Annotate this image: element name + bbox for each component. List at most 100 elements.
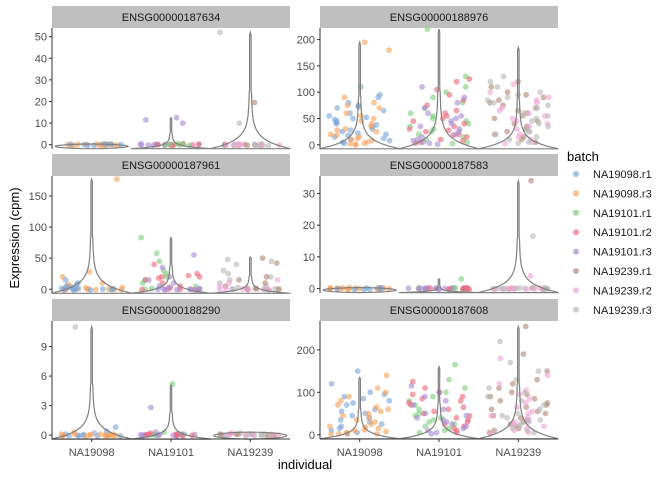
facet-strip-title: ENSG00000187634	[122, 12, 220, 24]
data-point	[427, 285, 433, 291]
data-point	[347, 127, 354, 133]
data-point	[84, 142, 91, 149]
y-tick-label: 0	[41, 430, 47, 442]
data-point	[91, 142, 97, 149]
data-point	[385, 406, 391, 413]
data-point	[541, 423, 547, 430]
data-point	[466, 76, 473, 82]
data-point	[368, 123, 374, 130]
x-tick-label: NA19098	[337, 447, 383, 459]
data-point	[525, 128, 532, 135]
data-point	[448, 120, 455, 127]
facet-strip-title: ENSG00000188976	[390, 12, 488, 24]
data-point	[342, 126, 349, 132]
data-point	[386, 137, 393, 144]
data-point	[540, 94, 547, 101]
data-point	[366, 414, 373, 421]
data-point	[343, 402, 350, 408]
legend-item: NA19239.r1	[573, 266, 652, 278]
data-point	[360, 395, 367, 402]
data-point	[380, 107, 387, 114]
facet-panel: ENSG00000188290 0 3 6 9 NA19098 NA19101 NA19239	[41, 299, 290, 459]
data-point	[460, 404, 467, 411]
data-point	[415, 286, 422, 292]
data-point	[335, 402, 341, 408]
facet-panel: ENSG00000187634 0 10 20 30 40 50	[35, 6, 291, 152]
data-point	[525, 419, 532, 425]
data-point	[145, 142, 152, 148]
facet-panel: ENSG00000187961 0 50 100 150	[29, 154, 291, 296]
data-point	[148, 404, 154, 411]
data-point	[430, 417, 437, 423]
legend-item: NA19239.r2	[573, 285, 652, 297]
violin-NA19101	[130, 383, 212, 440]
data-point	[236, 120, 243, 126]
data-point	[375, 94, 382, 101]
data-point	[346, 393, 352, 400]
data-point	[354, 368, 361, 374]
data-point	[462, 385, 468, 391]
data-point	[340, 412, 346, 419]
data-point	[499, 412, 506, 419]
violin-NA19239	[478, 324, 559, 440]
data-point	[527, 273, 534, 279]
data-point	[341, 393, 348, 400]
data-point	[72, 324, 79, 330]
legend-swatch	[573, 190, 579, 197]
facet-strip	[320, 299, 558, 321]
y-tick-label: 50	[35, 253, 47, 265]
data-point	[224, 256, 231, 263]
data-point	[490, 99, 497, 106]
violin-NA19101	[398, 365, 480, 440]
data-point	[139, 286, 145, 293]
data-point	[72, 286, 78, 293]
data-point	[383, 372, 390, 379]
data-point	[423, 128, 429, 135]
data-point	[500, 73, 507, 80]
data-point	[191, 252, 197, 258]
data-point	[196, 141, 203, 148]
data-point	[333, 120, 340, 127]
violin-NA19101	[398, 28, 480, 150]
data-point	[443, 419, 450, 425]
data-point	[504, 285, 511, 292]
data-point	[497, 397, 504, 404]
data-point	[405, 285, 412, 292]
data-point	[159, 264, 166, 271]
data-point	[449, 140, 456, 147]
data-point	[167, 141, 174, 148]
y-tick-label: 200	[297, 35, 315, 47]
data-point	[513, 376, 520, 383]
data-point	[494, 84, 501, 90]
data-point	[508, 389, 515, 396]
data-point	[534, 99, 540, 106]
data-point	[225, 270, 232, 277]
facet-panel: ENSG00000188976 0 50 100 150 200	[297, 6, 559, 152]
data-point	[497, 338, 503, 345]
data-point	[245, 286, 252, 293]
data-point	[382, 389, 389, 396]
data-point	[273, 260, 280, 266]
data-point	[433, 429, 440, 436]
y-tick-label: 0	[309, 430, 315, 442]
y-tick-label: 40	[35, 53, 47, 65]
data-point	[428, 431, 435, 437]
legend-swatch	[573, 209, 579, 216]
data-point	[350, 115, 356, 122]
data-point	[347, 140, 353, 147]
data-point	[375, 425, 382, 432]
data-point	[510, 81, 517, 88]
data-point	[533, 134, 540, 140]
data-point	[258, 431, 265, 438]
data-point	[236, 277, 242, 283]
data-point	[137, 141, 144, 148]
data-point	[265, 142, 272, 149]
data-point	[488, 406, 495, 413]
data-point	[487, 78, 494, 85]
legend-label: NA19098.r1	[593, 169, 652, 181]
data-point	[524, 427, 531, 434]
data-point	[488, 412, 495, 419]
panels-layer: ENSG0000018763401020304050ENSG0000018897…	[29, 6, 559, 459]
data-point	[487, 89, 493, 96]
